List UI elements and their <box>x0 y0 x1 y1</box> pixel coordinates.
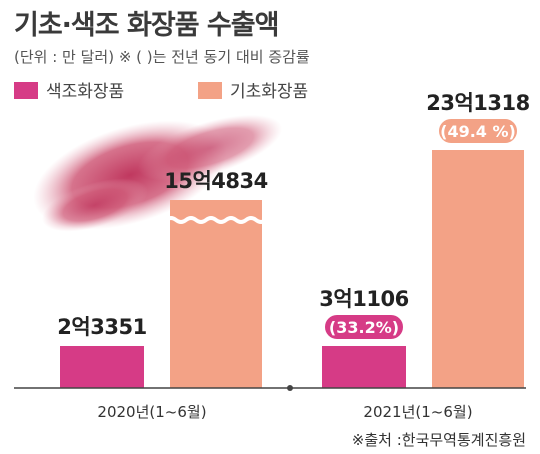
axis-break-mark <box>164 216 278 224</box>
bar-color-cosmetics-1 <box>322 346 406 388</box>
x-tick-2020: 2020년(1~6월) <box>97 403 206 421</box>
source-note: ※출처 :한국무역통계진흥원 <box>352 431 526 449</box>
x-tick-2021: 2021년(1~6월) <box>363 403 472 421</box>
legend-swatch-skincare <box>198 82 222 99</box>
plot-area: 2억3351 15억4834 3억1106 (33.2%) 23억1318 (49.4 %… <box>57 91 530 388</box>
bar-skincare-1 <box>432 150 524 388</box>
value-label-color-cosmetics-1: 3억1106 <box>319 287 408 311</box>
chart-title: 기초·색조 화장품 수출액 <box>14 10 278 41</box>
chart-subtitle: (단위 : 만 달러) ※ ( )는 전년 동기 대비 증감률 <box>14 48 310 66</box>
legend-label-skincare: 기초화장품 <box>230 82 308 102</box>
bar-skincare-0 <box>170 200 262 388</box>
value-label-skincare-1: 23억1318 <box>426 91 530 115</box>
change-label-color-cosmetics-1: (33.2%) <box>329 318 399 337</box>
bar-color-cosmetics-0 <box>60 346 144 388</box>
axis-center-dot <box>287 385 293 391</box>
value-label-color-cosmetics-0: 2억3351 <box>57 315 146 339</box>
legend-label-color-cosmetics: 색조화장품 <box>46 82 124 102</box>
change-label-skincare-1: (49.4 %) <box>440 122 516 141</box>
change-pill-skincare-1 <box>437 117 519 145</box>
legend: 색조화장품 기초화장품 <box>14 82 308 102</box>
change-pill-color-cosmetics-1 <box>323 313 405 341</box>
value-label-skincare-0: 15억4834 <box>164 169 268 193</box>
legend-swatch-color-cosmetics <box>14 82 38 99</box>
